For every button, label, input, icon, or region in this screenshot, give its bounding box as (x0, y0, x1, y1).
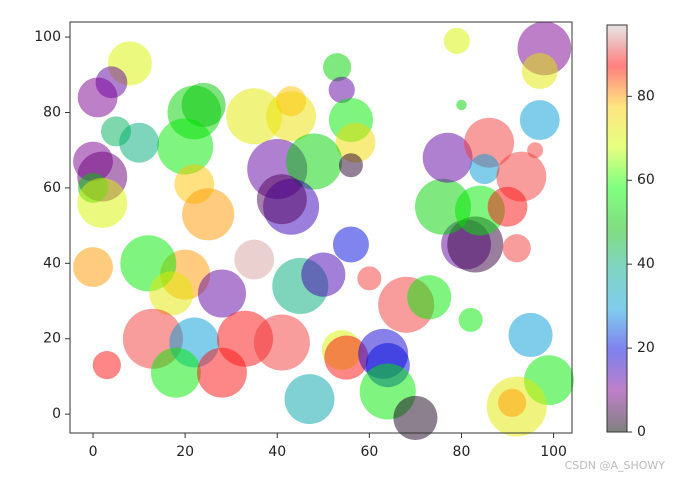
bubble (226, 88, 283, 145)
bubble (181, 82, 226, 128)
bubble (527, 142, 544, 159)
bubble (332, 226, 369, 263)
bubble (458, 307, 483, 332)
bubble (149, 271, 194, 316)
colorbar-tick-label: 40 (637, 256, 655, 272)
bubble (323, 53, 352, 82)
colorbar (607, 25, 627, 432)
bubble (338, 153, 363, 178)
bubble (284, 374, 335, 425)
bubble (456, 99, 467, 111)
bubble (77, 178, 128, 228)
bubble (502, 234, 531, 263)
bubble (443, 27, 470, 54)
bubble (101, 116, 132, 147)
plot-frame (69, 21, 573, 434)
bubble (253, 314, 310, 371)
bubble (335, 122, 376, 163)
y-tick-label: 20 (43, 331, 61, 347)
bubble (519, 100, 560, 140)
x-tick-label: 80 (453, 444, 471, 460)
watermark: CSDN @A_SHOWY (565, 459, 666, 472)
bubble (77, 77, 118, 118)
bubble (487, 186, 528, 227)
bubble (393, 395, 438, 440)
bubble (328, 76, 355, 103)
y-tick-label: 40 (43, 255, 61, 271)
colorbar-tick-label: 20 (637, 340, 655, 356)
bubble (182, 188, 235, 241)
bubble (92, 351, 121, 380)
bubble (521, 52, 558, 90)
y-tick-label: 80 (43, 104, 61, 120)
points (73, 21, 574, 440)
y-tick-label: 60 (43, 180, 61, 196)
x-tick-label: 20 (176, 444, 194, 460)
bubble (498, 388, 527, 417)
bubble (508, 312, 553, 358)
bubble (464, 117, 515, 168)
y-tick-label: 100 (34, 29, 61, 45)
bubble (276, 86, 307, 117)
colorbar-tick-label: 60 (637, 172, 655, 188)
bubble (422, 132, 473, 183)
colorbar-tick-label: 0 (637, 424, 646, 440)
bubble (469, 154, 500, 185)
bubble (157, 118, 214, 175)
bubble (324, 335, 369, 380)
bubble (415, 178, 472, 235)
bubble (256, 174, 307, 225)
bubble (407, 275, 452, 320)
bubble (150, 347, 201, 398)
colorbar-frame (606, 24, 628, 433)
bubble (197, 269, 247, 318)
bubble (234, 239, 275, 280)
bubble (73, 247, 113, 288)
y-tick-label: 0 (52, 406, 61, 422)
bubble (286, 133, 343, 190)
colorbar-tick-label: 80 (637, 88, 655, 104)
x-tick-label: 0 (89, 444, 98, 460)
x-tick-label: 40 (268, 444, 286, 460)
x-tick-label: 60 (360, 444, 378, 460)
bubble (301, 252, 346, 297)
bubble (357, 266, 382, 291)
x-tick-label: 100 (540, 444, 567, 460)
